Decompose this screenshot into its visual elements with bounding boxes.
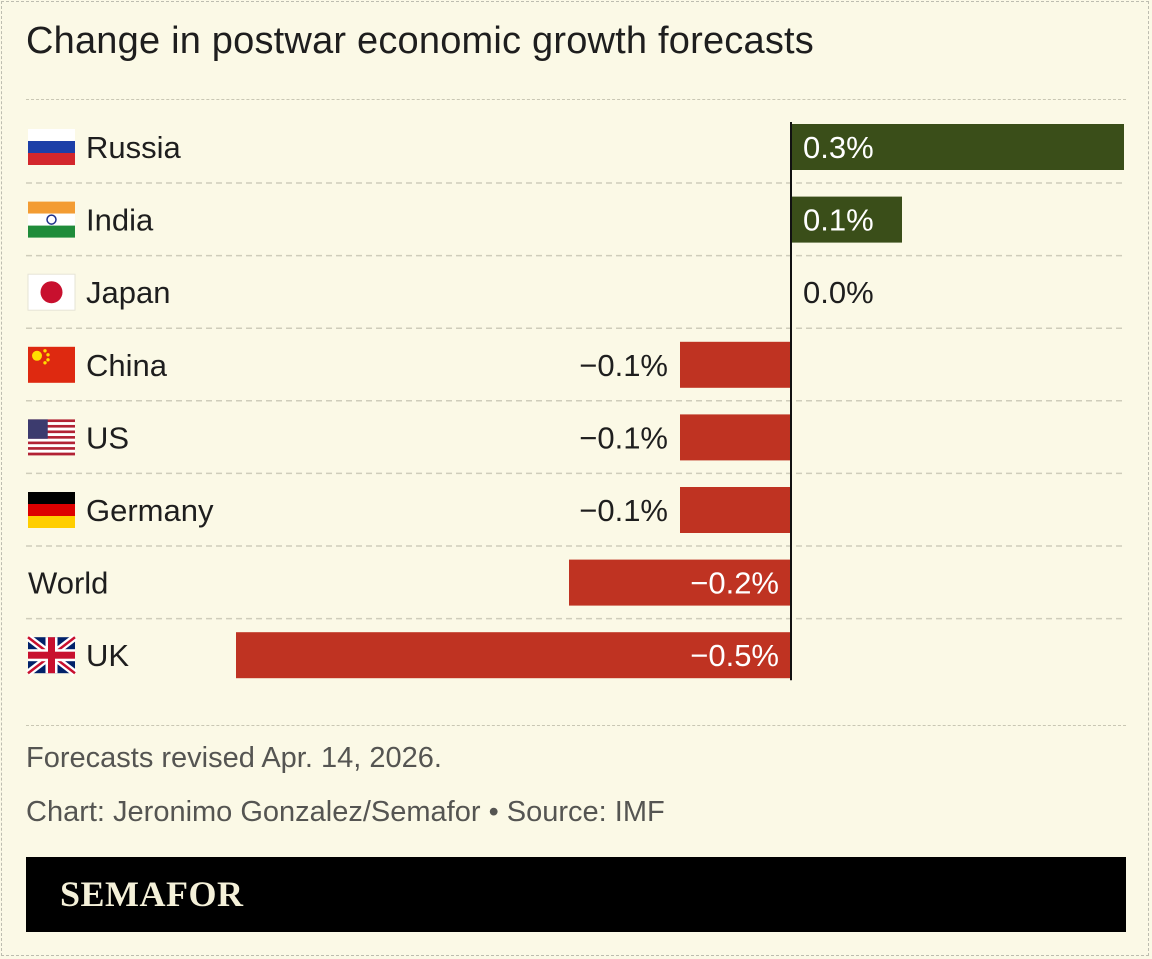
china-flag-icon <box>28 346 75 383</box>
semafor-logo: SEMAFOR <box>60 874 244 914</box>
us-flag-icon <box>28 419 75 456</box>
brand-footer: SEMAFOR <box>26 857 1126 932</box>
bar-chart: Russia 0.3% India 0.1% Japan 0.0% China −0.1% US… <box>25 122 1126 681</box>
category-label-uk: UK <box>86 638 129 673</box>
germany-flag-icon <box>28 492 75 528</box>
bar-india <box>791 196 902 243</box>
value-label-world: −0.2% <box>690 566 779 601</box>
bar-germany <box>680 487 791 533</box>
uk-flag-icon <box>25 634 78 676</box>
category-label-us: US <box>86 420 129 455</box>
japan-flag-icon <box>27 273 76 311</box>
value-label-china: −0.1% <box>579 348 668 383</box>
category-label-world: World <box>28 566 108 601</box>
bar-uk <box>236 632 791 679</box>
value-label-russia: 0.3% <box>803 130 874 165</box>
chart-title: Change in postwar economic growth foreca… <box>26 20 814 62</box>
india-flag-icon <box>28 201 75 238</box>
value-label-india: 0.1% <box>803 203 874 238</box>
bar-china <box>680 341 791 388</box>
value-label-us: −0.1% <box>579 420 668 455</box>
bar-russia <box>791 124 1124 170</box>
value-label-japan: 0.0% <box>803 275 874 310</box>
top-divider <box>26 99 1126 100</box>
bottom-divider <box>26 725 1126 726</box>
category-label-india: India <box>86 203 154 238</box>
value-label-germany: −0.1% <box>579 493 668 528</box>
category-label-japan: Japan <box>86 275 170 310</box>
revision-note: Forecasts revised Apr. 14, 2026. <box>26 742 442 774</box>
bar-us <box>680 414 791 461</box>
category-label-china: China <box>86 348 168 383</box>
category-label-russia: Russia <box>86 130 182 165</box>
russia-flag-icon <box>28 129 75 165</box>
category-label-germany: Germany <box>86 493 214 528</box>
value-label-uk: −0.5% <box>690 638 779 673</box>
bar-world <box>569 559 791 606</box>
source-credit: Chart: Jeronimo Gonzalez/Semafor • Sourc… <box>26 796 665 828</box>
